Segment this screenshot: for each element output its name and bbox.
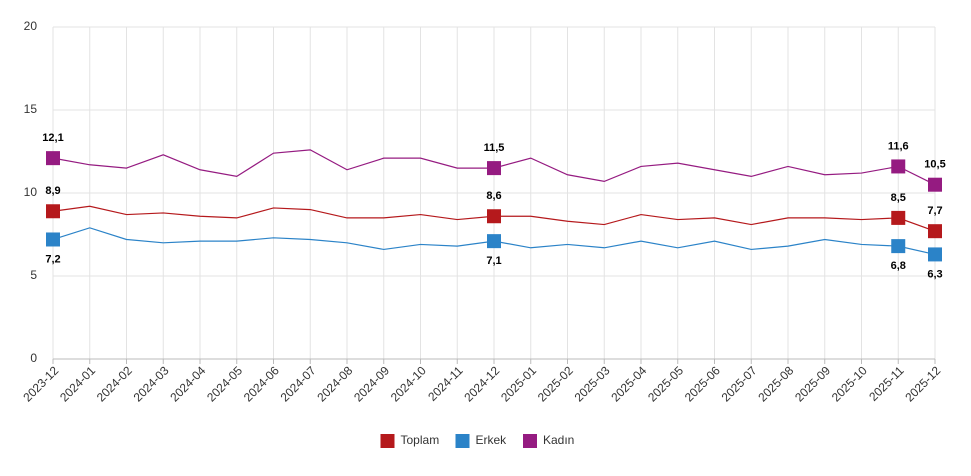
- value-label: 11,5: [484, 142, 505, 154]
- x-tick-label: 2024-02: [94, 363, 135, 404]
- x-tick-label: 2025-01: [498, 363, 539, 404]
- x-tick-label: 2024-06: [241, 363, 282, 404]
- y-tick-label: 0: [30, 351, 37, 365]
- marker: [928, 177, 942, 192]
- x-tick-label: 2025-02: [535, 363, 576, 404]
- value-label: 7,1: [486, 255, 501, 267]
- value-label: 8,5: [891, 192, 906, 204]
- x-tick-label: 2025-12: [902, 363, 943, 404]
- x-tick-label: 2025-04: [608, 363, 649, 404]
- x-tick-label: 2024-09: [351, 363, 392, 404]
- legend-swatch: [455, 434, 470, 448]
- value-label: 11,6: [888, 140, 909, 152]
- marker: [46, 151, 60, 166]
- x-tick-label: 2025-07: [719, 363, 760, 404]
- marker: [928, 247, 942, 262]
- y-tick-label: 20: [24, 19, 38, 33]
- x-tick-label: 2025-11: [866, 363, 907, 404]
- y-tick-label: 15: [24, 102, 38, 116]
- marker: [891, 239, 906, 254]
- legend-swatch: [523, 434, 537, 448]
- marker: [487, 161, 501, 176]
- x-tick-label: 2025-08: [755, 363, 796, 404]
- value-label: 7,7: [927, 205, 942, 217]
- marker: [46, 204, 60, 219]
- value-label: 7,2: [45, 253, 60, 265]
- marker: [891, 159, 906, 174]
- x-tick-label: 2023-12: [20, 363, 61, 404]
- x-tick-label: 2024-07: [278, 363, 319, 404]
- x-tick-label: 2025-10: [829, 363, 870, 404]
- x-tick-label: 2024-12: [461, 363, 502, 404]
- value-label: 6,3: [927, 268, 942, 280]
- legend-swatch: [380, 434, 395, 448]
- x-tick-label: 2025-03: [572, 363, 613, 404]
- legend-label: Kadın: [543, 433, 574, 447]
- value-label: 12,1: [42, 132, 63, 144]
- x-tick-label: 2025-09: [792, 363, 833, 404]
- marker: [46, 232, 60, 247]
- legend-label: Erkek: [476, 433, 508, 447]
- marker: [487, 234, 501, 249]
- x-tick-label: 2025-06: [682, 363, 723, 404]
- legend-label: Toplam: [401, 433, 440, 447]
- value-label: 10,5: [924, 159, 945, 171]
- x-tick-label: 2024-04: [167, 363, 208, 404]
- value-label: 8,6: [486, 190, 501, 202]
- marker: [928, 224, 942, 239]
- y-tick-label: 5: [30, 268, 37, 282]
- x-tick-label: 2024-01: [57, 363, 98, 404]
- x-tick-label: 2024-10: [388, 363, 429, 404]
- value-label: 8,9: [45, 185, 60, 197]
- marker: [891, 210, 906, 225]
- x-tick-label: 2024-03: [131, 363, 172, 404]
- value-label: 6,8: [891, 260, 906, 272]
- x-tick-label: 2024-05: [204, 363, 245, 404]
- x-tick-label: 2025-05: [645, 363, 686, 404]
- marker: [487, 209, 501, 224]
- x-tick-label: 2024-08: [314, 363, 355, 404]
- x-tick-label: 2024-11: [425, 363, 466, 404]
- y-tick-label: 10: [24, 185, 38, 199]
